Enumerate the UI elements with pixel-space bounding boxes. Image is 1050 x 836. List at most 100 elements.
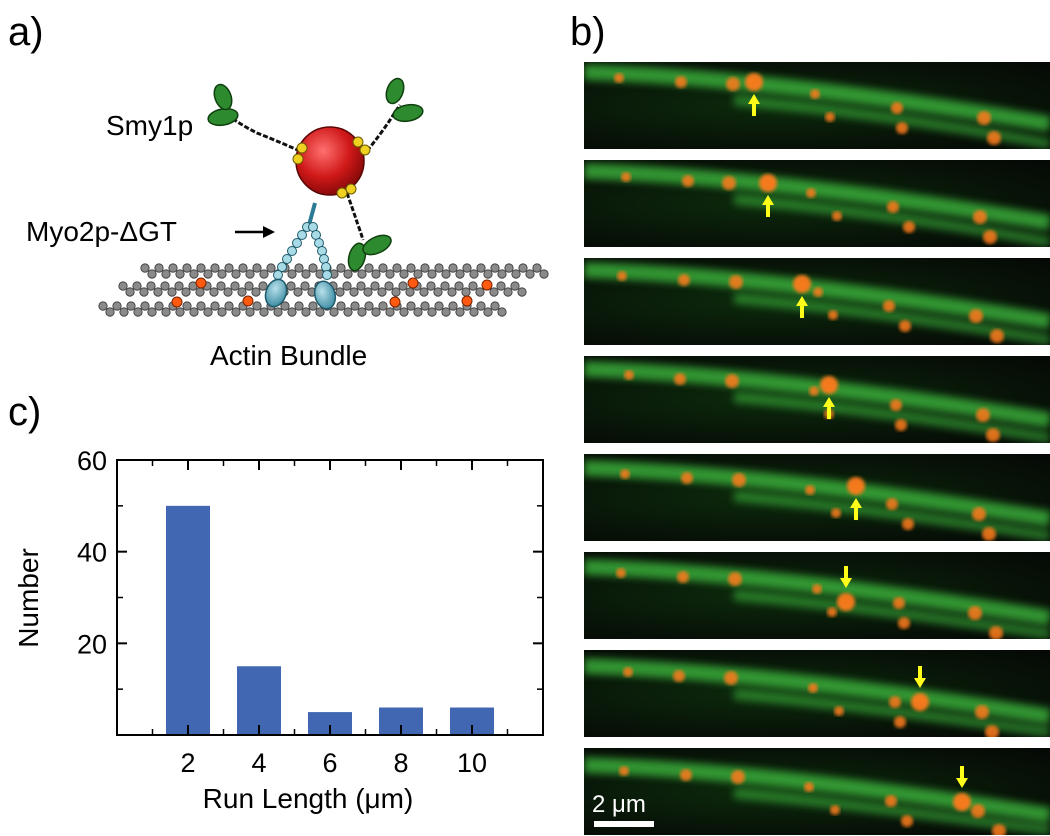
particle-spot (827, 607, 837, 617)
micrograph-frame (584, 650, 1050, 737)
panel-label-b: b) (570, 10, 606, 54)
particle-spot (624, 370, 634, 380)
particle-spot (902, 518, 914, 530)
micrograph-frame (584, 160, 1050, 247)
tracking-arrowhead (850, 498, 862, 508)
particle-spot (620, 469, 630, 479)
fluorescence-image (584, 361, 1050, 443)
tracking-arrowhead (914, 678, 926, 688)
tracked-cargo (759, 174, 777, 192)
micrograph-frame (584, 454, 1050, 541)
particle-spot (834, 706, 844, 716)
particle-spot (889, 696, 901, 708)
actin-fiber (584, 460, 1050, 527)
particle-spot (983, 230, 997, 244)
particle-spot (831, 508, 841, 518)
particle-spot (883, 300, 895, 312)
particle-spot (972, 507, 986, 521)
particle-spot (903, 221, 915, 233)
particle-spot (986, 428, 1000, 442)
particle-spot (681, 472, 693, 484)
particle-spot (895, 419, 907, 431)
particle-spot (726, 77, 740, 91)
fluorescence-image (584, 163, 1050, 247)
particle-spot (901, 815, 913, 827)
particle-spot (813, 287, 823, 297)
x-tick-label: 6 (322, 748, 337, 778)
myosin-head-right (313, 280, 337, 310)
actin-filament (98, 301, 507, 317)
particle-spot (619, 766, 629, 776)
y-axis-label: Number (13, 548, 44, 648)
actin-fiber (584, 64, 1050, 132)
x-tick-label: 10 (457, 748, 487, 778)
actin-fiber-lower (733, 391, 1050, 443)
particle-spot (989, 626, 1003, 639)
tracked-cargo (793, 275, 811, 293)
myo2p-arrow (235, 226, 275, 238)
tracking-arrowhead (840, 578, 852, 588)
particle-spot (969, 309, 983, 323)
x-tick-label: 8 (393, 748, 408, 778)
tracking-arrowhead (823, 397, 835, 407)
particle-spot (677, 571, 689, 583)
run-length-histogram: 20 40 60 2 4 6 8 10 Run Length (μm) Number (13, 446, 544, 814)
bar-series (166, 505, 494, 735)
binding-sites (292, 136, 371, 199)
micrograph-frame (584, 62, 1050, 149)
actin-fiber-lower (733, 94, 1050, 149)
particle-spot (976, 408, 990, 422)
tick-labels: 20 40 60 2 4 6 8 10 (77, 446, 487, 778)
particle-spot (890, 399, 902, 411)
particle-spot (968, 606, 982, 620)
particle-spot (804, 782, 814, 792)
actin-fiber (584, 361, 1050, 429)
particle-spot (830, 805, 840, 815)
y-tick-label: 40 (77, 538, 107, 568)
actin-fiber-lower (733, 688, 1050, 737)
particle-spot (728, 572, 742, 586)
particle-spot (810, 89, 820, 99)
particle-spot (985, 725, 999, 737)
tracked-cargo (837, 593, 855, 611)
fluorescence-image (584, 64, 1050, 149)
particle-spot (616, 568, 626, 578)
tracking-arrowhead (762, 195, 774, 205)
particle-spot (680, 769, 692, 781)
actin-fiber (584, 559, 1050, 626)
myosin-neck-beads (273, 222, 332, 280)
actin-fiber-lower (733, 787, 1050, 835)
particle-spot (809, 386, 819, 396)
particle-spot (894, 716, 906, 728)
myo2p-label: Myo2p-ΔGT (26, 216, 177, 247)
particle-spot (621, 172, 631, 182)
particle-spot (806, 188, 816, 198)
bar-2 (166, 505, 210, 735)
particle-spot (805, 485, 815, 495)
myosin-head-left (264, 278, 288, 308)
particle-spot (982, 527, 996, 541)
particle-spot (825, 112, 835, 122)
fluorescence-image (584, 658, 1050, 737)
tracked-cargo (911, 693, 929, 711)
particle-spot (617, 271, 627, 281)
schematic-diagram (98, 77, 549, 317)
actin-bundle-label: Actin Bundle (210, 340, 368, 371)
scale-bar (594, 821, 654, 827)
particle-spot (732, 473, 746, 487)
actin-fiber-lower (733, 193, 1050, 247)
tracking-arrowhead (748, 94, 760, 104)
particle-spot (674, 373, 686, 385)
x-tick-label: 4 (251, 748, 266, 778)
actin-fiber-lower (733, 589, 1050, 639)
bar-6 (308, 712, 352, 735)
particle-spot (891, 102, 903, 114)
tracked-cargo (745, 73, 763, 91)
particle-spot (828, 310, 838, 320)
particle-spot (614, 73, 624, 83)
actin-fiber (584, 262, 1050, 330)
y-tick-label: 60 (77, 446, 107, 476)
micrograph-frame: 2 μm (584, 748, 1050, 835)
particle-spot (971, 804, 985, 818)
particle-spot (987, 131, 1001, 145)
